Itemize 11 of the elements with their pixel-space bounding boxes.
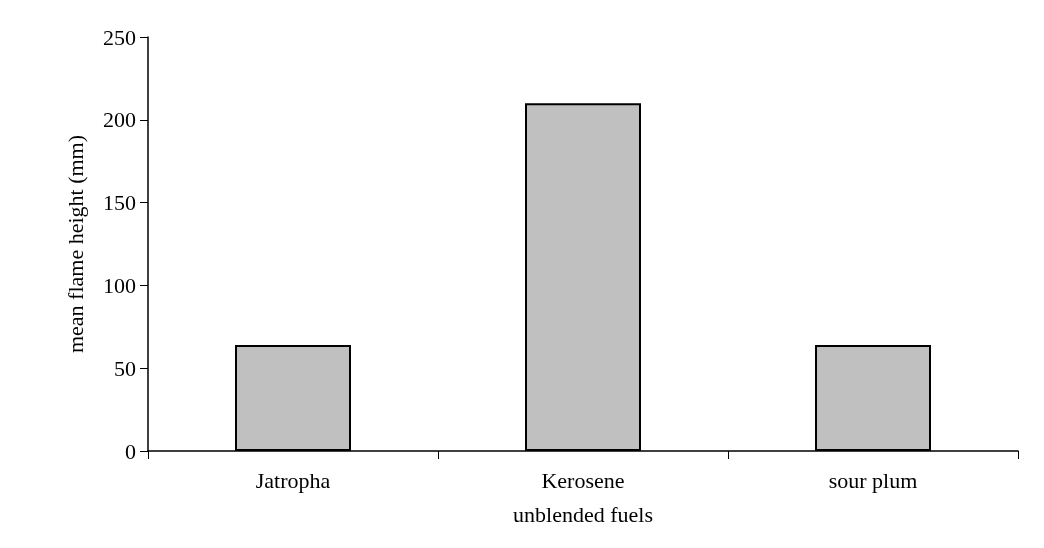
- x-axis-title: unblended fuels: [513, 501, 653, 527]
- x-tick-label: Kerosene: [541, 467, 625, 493]
- y-tick-label: 250: [103, 24, 136, 50]
- x-tick-label: sour plum: [828, 467, 918, 493]
- y-tick-label: 50: [114, 355, 136, 381]
- y-tick-label: 100: [103, 272, 136, 298]
- y-tick-label: 0: [125, 438, 136, 464]
- y-tick-label: 200: [103, 107, 136, 133]
- y-axis-title: mean flame height (mm): [62, 134, 88, 354]
- y-tick-label: 150: [103, 190, 136, 216]
- x-tick-label: Jatropha: [255, 467, 331, 493]
